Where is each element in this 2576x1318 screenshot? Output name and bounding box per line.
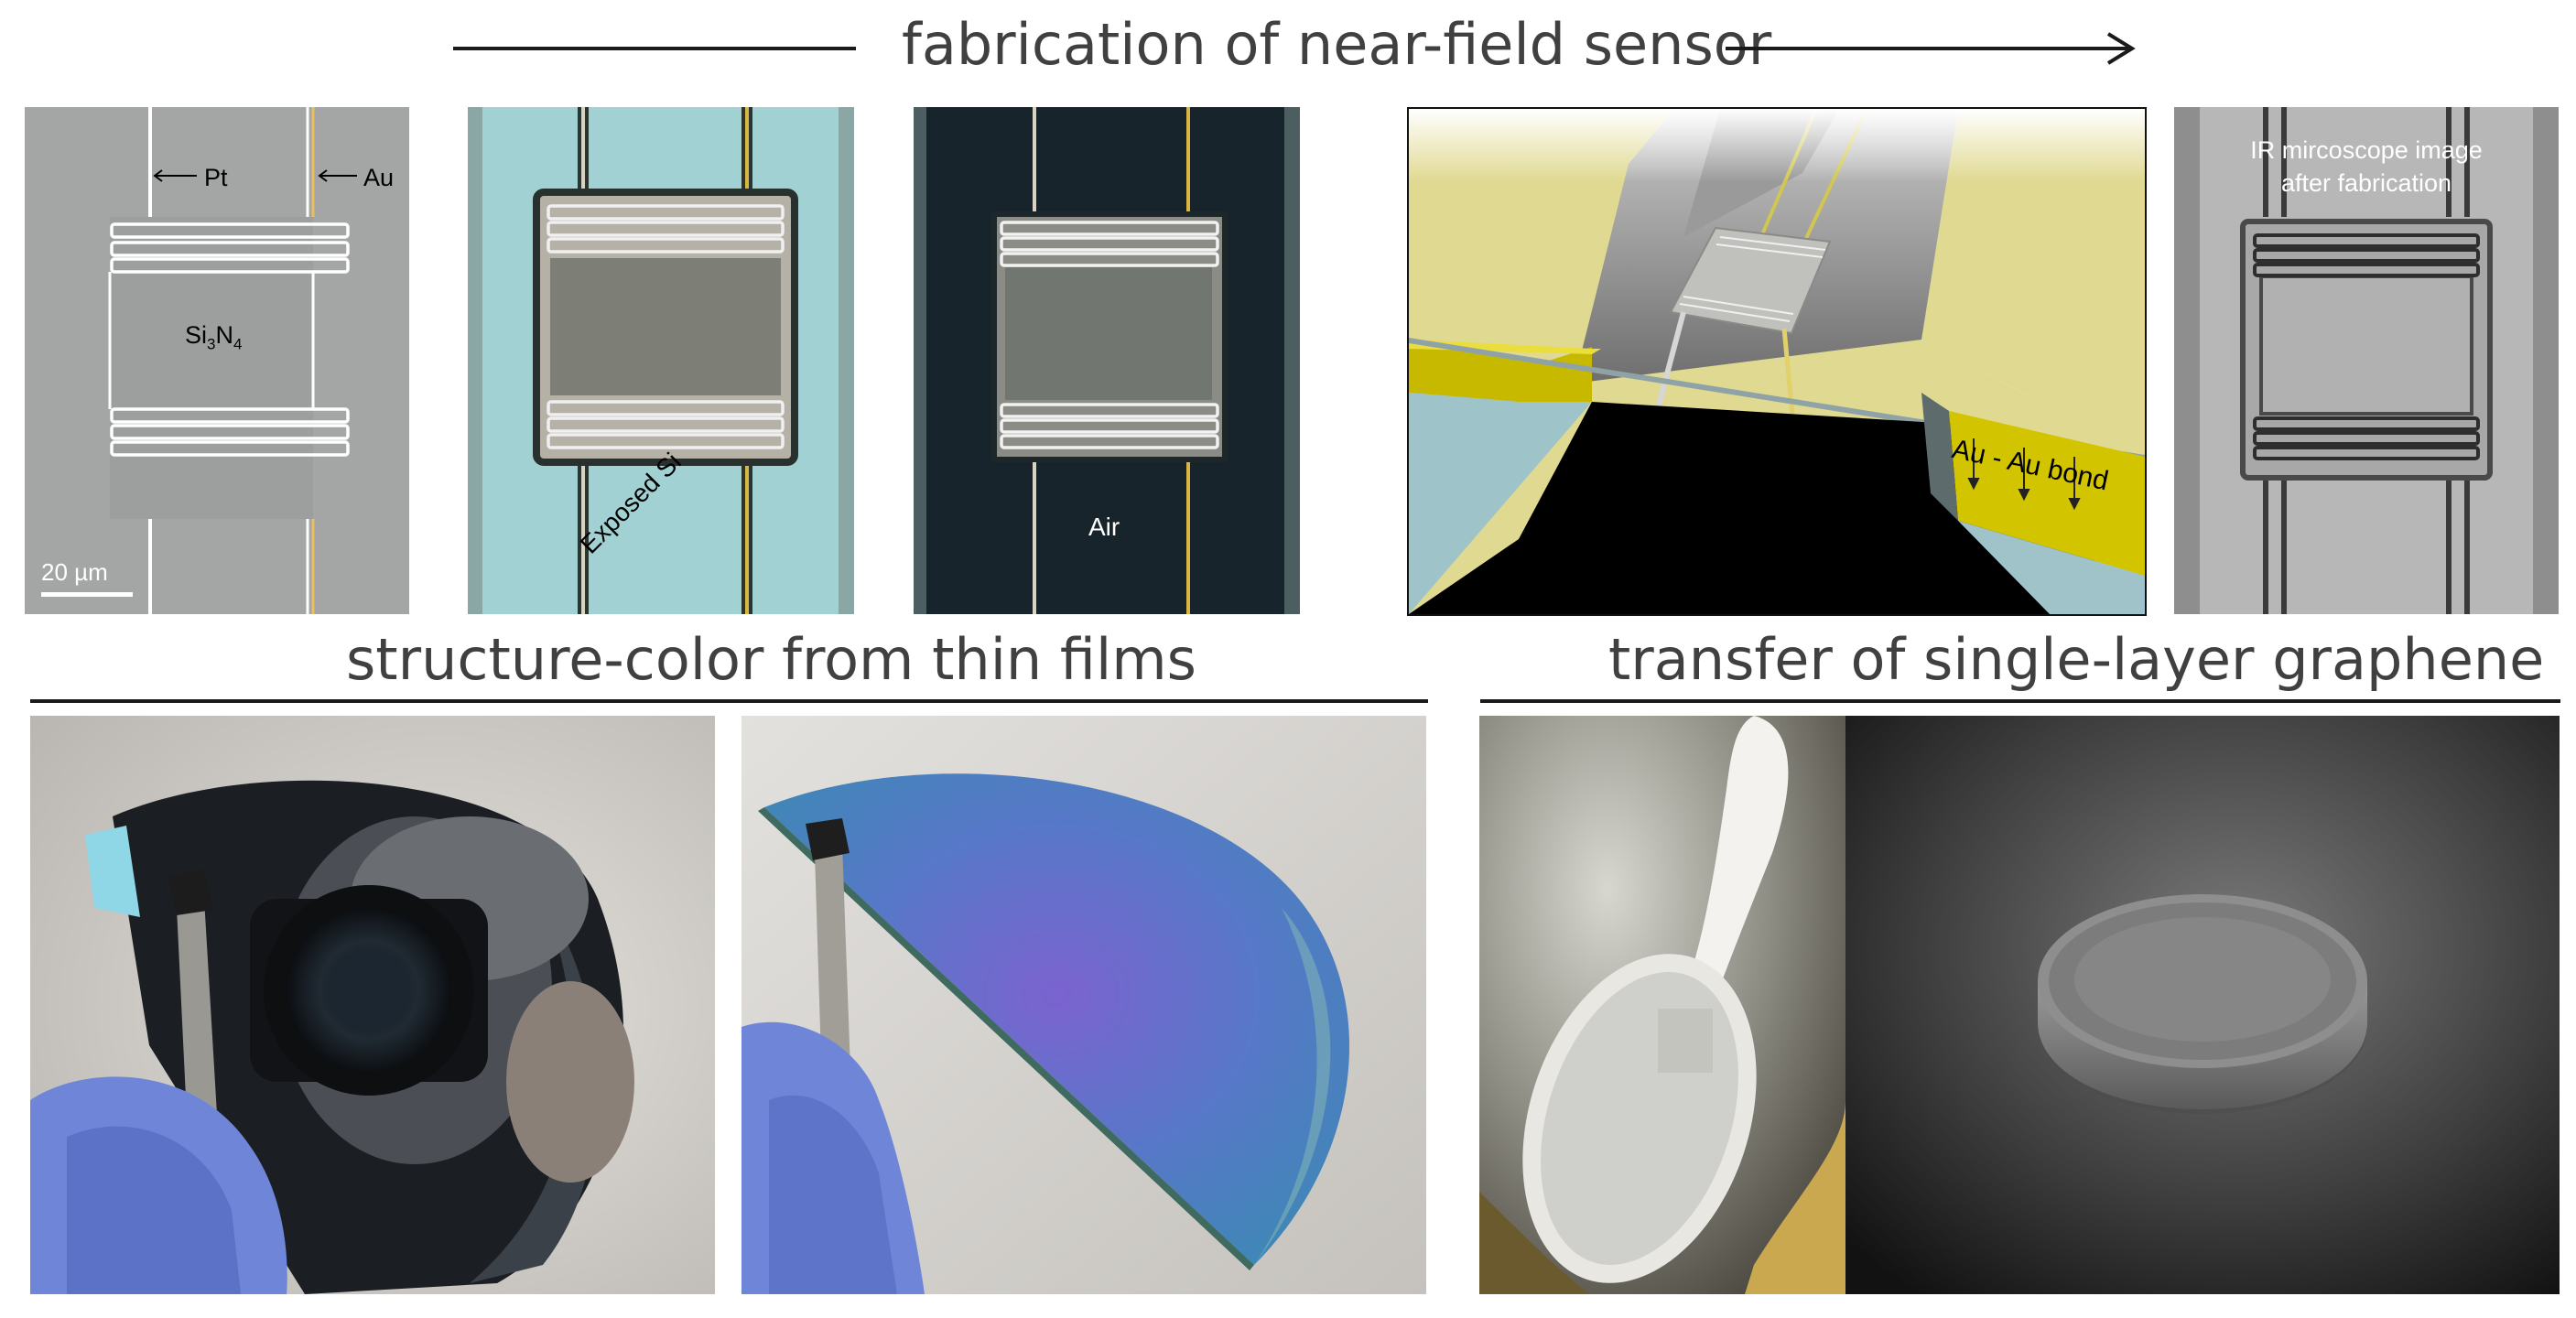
fabrication-title: fabrication of near-field sensor (902, 11, 1772, 78)
structure-color-underline (30, 699, 1428, 703)
blue-wafer-photo (741, 716, 1426, 1294)
si3n4-label: Si3N4 (185, 321, 243, 353)
sensor-3d-render: Au - Au bond (1407, 107, 2147, 616)
title-arrow-right (1726, 30, 2138, 67)
spoon-graphene-photo (1479, 716, 1845, 1294)
wafer-reflection-photo (30, 716, 715, 1294)
micrograph-air: Air (914, 107, 1300, 614)
structure-color-title: structure-color from thin films (346, 626, 1196, 693)
title-arrow-line-left (453, 47, 856, 50)
ir-microscope-image: IR mircoscope image after fabrication (2174, 107, 2559, 614)
ir-caption-line2: after fabrication (2280, 169, 2452, 197)
air-label: Air (1088, 513, 1120, 541)
ir-caption-line1: IR mircoscope image (2250, 136, 2483, 164)
graphene-disc-photo (1845, 716, 2560, 1294)
graphene-transfer-title: transfer of single-layer graphene (1608, 626, 2545, 693)
graphene-transfer-underline (1480, 699, 2560, 703)
scale-bar-label: 20 µm (41, 558, 108, 586)
pt-label: Pt (204, 164, 228, 191)
micrograph-pt-au: Pt Au Si3N4 20 µm (25, 107, 409, 614)
micrograph-exposed-si: Exposed Si (468, 107, 854, 614)
au-label: Au (363, 164, 395, 191)
